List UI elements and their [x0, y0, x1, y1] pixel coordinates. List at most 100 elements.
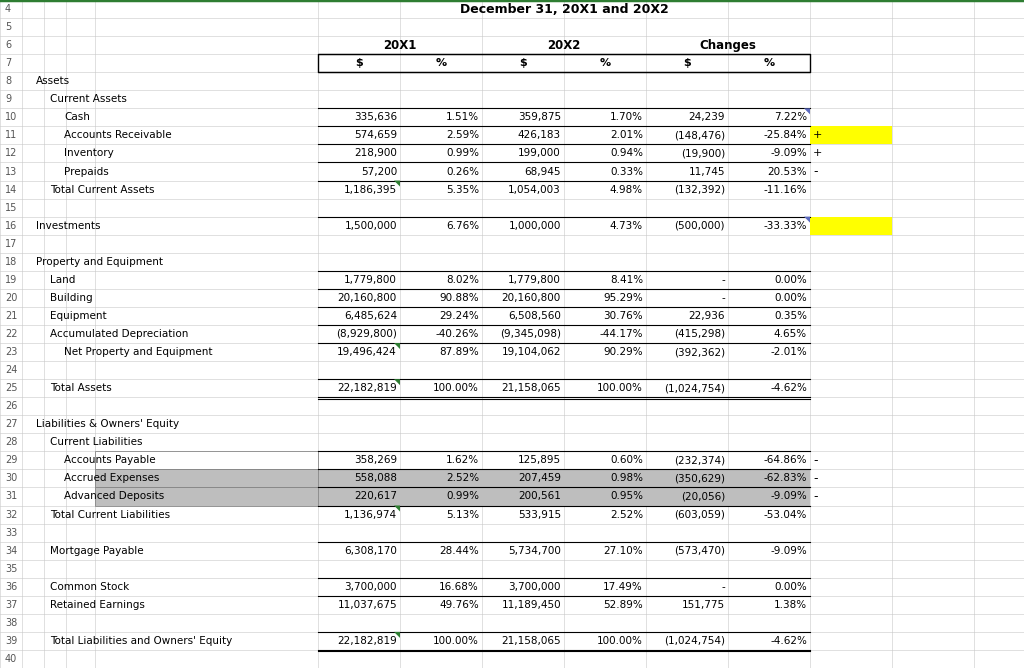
Text: 5,734,700: 5,734,700 [508, 546, 561, 556]
Text: 90.88%: 90.88% [439, 293, 479, 303]
Text: 100.00%: 100.00% [597, 636, 643, 646]
Text: $: $ [355, 58, 362, 68]
Text: 16: 16 [5, 220, 17, 230]
Text: 39: 39 [5, 636, 17, 646]
Text: 95.29%: 95.29% [603, 293, 643, 303]
Text: -: - [813, 472, 817, 485]
Text: Retained Earnings: Retained Earnings [50, 600, 144, 610]
Text: 4.65%: 4.65% [774, 329, 807, 339]
Text: (500,000): (500,000) [675, 220, 725, 230]
Text: 22,182,819: 22,182,819 [337, 636, 397, 646]
Text: Current Liabilities: Current Liabilities [50, 438, 142, 448]
Text: 3,700,000: 3,700,000 [509, 582, 561, 592]
Text: 19: 19 [5, 275, 17, 285]
Text: Advanced Deposits: Advanced Deposits [63, 492, 164, 502]
Text: 20X2: 20X2 [547, 39, 581, 51]
Text: 7.22%: 7.22% [774, 112, 807, 122]
Text: -4.62%: -4.62% [770, 383, 807, 393]
Text: 220,617: 220,617 [354, 492, 397, 502]
Text: 27: 27 [5, 420, 17, 430]
Text: 33: 33 [5, 528, 17, 538]
Text: 1.70%: 1.70% [610, 112, 643, 122]
Text: -: - [721, 293, 725, 303]
Text: 4: 4 [5, 4, 11, 14]
Text: Total Current Assets: Total Current Assets [50, 184, 155, 194]
Text: 1.51%: 1.51% [445, 112, 479, 122]
Text: 34: 34 [5, 546, 17, 556]
Text: 21: 21 [5, 311, 17, 321]
Text: 22,936: 22,936 [688, 311, 725, 321]
Text: 5.13%: 5.13% [445, 510, 479, 520]
Text: December 31, 20X1 and 20X2: December 31, 20X1 and 20X2 [460, 3, 669, 15]
Text: 0.99%: 0.99% [446, 148, 479, 158]
Text: Mortgage Payable: Mortgage Payable [50, 546, 143, 556]
Text: 100.00%: 100.00% [433, 383, 479, 393]
Bar [95, 488, 810, 506]
Text: 5: 5 [5, 22, 11, 32]
Text: -: - [813, 165, 817, 178]
Text: 218,900: 218,900 [354, 148, 397, 158]
Text: 1.38%: 1.38% [774, 600, 807, 610]
Text: 18: 18 [5, 257, 17, 267]
Text: 21,158,065: 21,158,065 [502, 636, 561, 646]
Text: 14: 14 [5, 184, 17, 194]
Text: 35: 35 [5, 564, 17, 574]
Text: (232,374): (232,374) [674, 456, 725, 466]
Text: Assets: Assets [36, 76, 70, 86]
Text: Property and Equipment: Property and Equipment [36, 257, 163, 267]
Text: -: - [813, 454, 817, 467]
Text: 26: 26 [5, 401, 17, 411]
Text: 4.73%: 4.73% [610, 220, 643, 230]
Polygon shape [394, 180, 400, 186]
Text: 0.35%: 0.35% [774, 311, 807, 321]
Polygon shape [394, 506, 400, 512]
Text: 1.62%: 1.62% [445, 456, 479, 466]
Text: 0.26%: 0.26% [446, 166, 479, 176]
Text: 17.49%: 17.49% [603, 582, 643, 592]
Text: 6,485,624: 6,485,624 [344, 311, 397, 321]
Text: 8: 8 [5, 76, 11, 86]
Bar [318, 54, 810, 72]
Text: Land: Land [50, 275, 76, 285]
Text: 0.94%: 0.94% [610, 148, 643, 158]
Text: -44.17%: -44.17% [599, 329, 643, 339]
Text: 359,875: 359,875 [518, 112, 561, 122]
Text: Changes: Changes [699, 39, 757, 51]
Text: 2.52%: 2.52% [445, 474, 479, 484]
Text: Equipment: Equipment [50, 311, 106, 321]
Text: 10: 10 [5, 112, 17, 122]
Text: 1,779,800: 1,779,800 [508, 275, 561, 285]
Text: 8.41%: 8.41% [610, 275, 643, 285]
Text: Accumulated Depreciation: Accumulated Depreciation [50, 329, 188, 339]
Text: (603,059): (603,059) [674, 510, 725, 520]
Text: Common Stock: Common Stock [50, 582, 129, 592]
Text: -2.01%: -2.01% [770, 347, 807, 357]
Polygon shape [394, 343, 400, 349]
Text: 15: 15 [5, 202, 17, 212]
Text: (1,024,754): (1,024,754) [664, 383, 725, 393]
Text: Total Assets: Total Assets [50, 383, 112, 393]
Text: 6,308,170: 6,308,170 [344, 546, 397, 556]
Text: 90.29%: 90.29% [603, 347, 643, 357]
Polygon shape [804, 108, 810, 114]
Text: 0.60%: 0.60% [610, 456, 643, 466]
Text: 29.24%: 29.24% [439, 311, 479, 321]
Text: Prepaids: Prepaids [63, 166, 109, 176]
Text: 11,189,450: 11,189,450 [502, 600, 561, 610]
Text: Investments: Investments [36, 220, 100, 230]
Text: -40.26%: -40.26% [435, 329, 479, 339]
Text: Total Current Liabilities: Total Current Liabilities [50, 510, 170, 520]
Text: 358,269: 358,269 [354, 456, 397, 466]
Text: 125,895: 125,895 [518, 456, 561, 466]
Bar [95, 470, 318, 488]
Text: 40: 40 [5, 654, 17, 664]
Text: 335,636: 335,636 [354, 112, 397, 122]
Text: 574,659: 574,659 [354, 130, 397, 140]
Text: %: % [599, 58, 610, 68]
Text: (19,900): (19,900) [681, 148, 725, 158]
Text: 28.44%: 28.44% [439, 546, 479, 556]
Text: 22,182,819: 22,182,819 [337, 383, 397, 393]
Text: 1,186,395: 1,186,395 [344, 184, 397, 194]
Text: (132,392): (132,392) [674, 184, 725, 194]
Bar [95, 452, 318, 470]
